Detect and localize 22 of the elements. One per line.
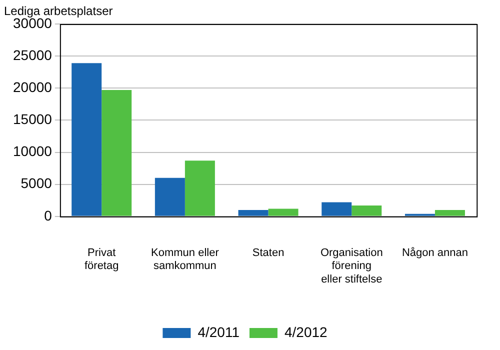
bar bbox=[238, 210, 268, 216]
y-tick-label: 20000 bbox=[12, 78, 52, 95]
bar bbox=[434, 210, 465, 216]
y-tick-label: 5000 bbox=[20, 175, 52, 192]
x-tick-label: Organisation förening eller stiftelse bbox=[320, 247, 383, 286]
bar bbox=[72, 63, 102, 216]
y-tick-label: 10000 bbox=[12, 143, 52, 160]
y-tick-label: 15000 bbox=[12, 111, 52, 128]
x-tick-label: Kommun eller samkommun bbox=[151, 247, 220, 272]
x-tick-label: Privat företag bbox=[84, 247, 119, 272]
bar bbox=[154, 178, 185, 216]
x-tick-label: Staten bbox=[252, 247, 284, 260]
y-tick-label: 25000 bbox=[12, 46, 52, 63]
legend-label: 4/2011 bbox=[198, 324, 240, 340]
x-tick-label: Någon annan bbox=[402, 247, 468, 260]
legend-label: 4/2012 bbox=[284, 324, 328, 340]
bar bbox=[322, 202, 352, 216]
bar bbox=[102, 90, 132, 216]
bar bbox=[352, 206, 382, 216]
bar bbox=[184, 160, 215, 216]
y-tick-label: 0 bbox=[44, 207, 52, 224]
bar bbox=[268, 208, 298, 216]
